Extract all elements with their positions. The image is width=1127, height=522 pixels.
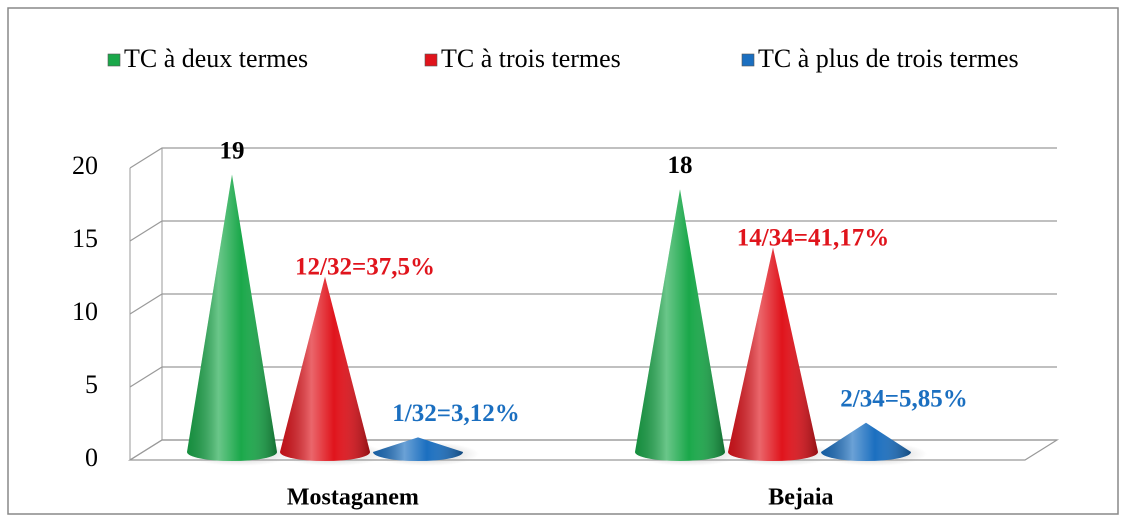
data-label: 12/32=37,5% [295,254,435,281]
cone-shade [635,189,725,461]
cone-shade [821,422,911,461]
cone-shade [280,276,370,461]
data-label: 14/34=41,17% [737,224,889,251]
data-label: 1/32=3,12% [392,400,519,427]
y-tick-label: 5 [85,370,98,399]
legend-label: TC à trois termes [441,44,621,73]
cone-shade [728,247,818,461]
y-tick-label: 0 [85,443,98,472]
legend-swatch [424,53,438,67]
legend-label: TC à plus de trois termes [758,44,1019,73]
cone-shade [373,437,463,461]
x-tick-label: Mostaganem [287,485,419,511]
data-label: 19 [220,137,245,164]
legend-swatch [107,53,121,67]
x-tick-label: Bejaia [768,485,833,511]
data-label: 18 [668,152,693,179]
y-tick-label: 20 [72,151,98,180]
chart-frame [7,7,1119,515]
cone-shade [187,174,277,461]
legend-swatch [741,53,755,67]
y-tick-label: 10 [72,297,98,326]
data-label: 2/34=5,85% [840,386,967,413]
y-tick-label: 15 [72,224,98,253]
legend-label: TC à deux termes [124,44,308,73]
